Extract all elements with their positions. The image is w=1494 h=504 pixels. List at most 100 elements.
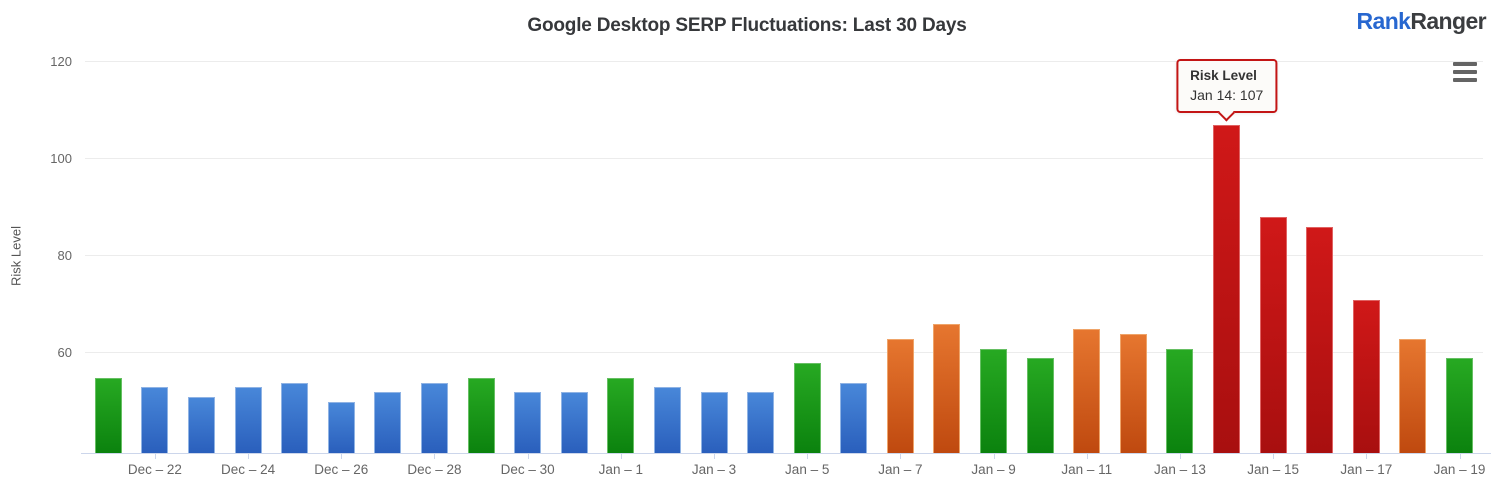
hamburger-bar xyxy=(1453,70,1477,74)
bar-slot: Jan – 9 xyxy=(970,58,1017,477)
x-axis-tick-label: Jan – 5 xyxy=(785,462,830,477)
y-axis-tick-label: 120 xyxy=(50,53,72,69)
gridline xyxy=(85,158,1483,160)
bar-dec-24[interactable] xyxy=(234,387,262,453)
x-axis-tick xyxy=(527,453,529,459)
hamburger-bar xyxy=(1453,78,1477,82)
tooltip: Risk Level Jan 14: 107 xyxy=(1176,59,1278,122)
bar-jan-14[interactable] xyxy=(1213,125,1241,453)
bar-slot: Jan – 13 xyxy=(1154,58,1206,477)
bar-jan-4[interactable] xyxy=(747,392,775,453)
bar-dec-31[interactable] xyxy=(560,392,588,453)
y-axis-tick-label: 100 xyxy=(50,151,72,167)
x-axis-tick xyxy=(1179,453,1181,459)
x-axis-tick-label: Dec – 22 xyxy=(127,462,182,477)
bar-jan-3[interactable] xyxy=(700,392,728,453)
bar-jan-17[interactable] xyxy=(1352,299,1380,453)
bar-slot xyxy=(1203,58,1250,453)
x-axis-tick xyxy=(1366,453,1368,459)
bar-dec-25[interactable] xyxy=(281,382,309,453)
hamburger-menu-icon[interactable] xyxy=(1453,62,1477,82)
x-axis-tick xyxy=(993,453,995,459)
x-axis-tick-label: Jan – 17 xyxy=(1340,462,1393,477)
x-axis-tick-label: Jan – 19 xyxy=(1433,462,1486,477)
bar-slot xyxy=(644,58,691,453)
bar-slot xyxy=(831,58,878,453)
bar-dec-23[interactable] xyxy=(187,397,215,453)
x-axis-tick xyxy=(900,453,902,459)
x-axis-tick xyxy=(1273,453,1275,459)
x-axis-tick-label: Dec – 28 xyxy=(407,462,462,477)
bar-jan-13[interactable] xyxy=(1166,348,1194,453)
x-axis-tick-label: Jan – 3 xyxy=(691,462,737,477)
gridline xyxy=(85,255,1483,257)
bar-slot: Jan – 17 xyxy=(1340,58,1392,477)
bar-jan-9[interactable] xyxy=(980,348,1008,453)
bar-slot: Dec – 28 xyxy=(407,58,461,477)
y-axis-title: Risk Level xyxy=(8,226,24,286)
hamburger-bar xyxy=(1453,62,1477,66)
bar-dec-28[interactable] xyxy=(420,382,448,453)
bar-slot xyxy=(365,58,412,453)
logo-text-rank: Rank xyxy=(1356,8,1411,34)
bar-slot xyxy=(85,58,132,453)
tooltip-value: Jan 14: 107 xyxy=(1190,87,1264,104)
x-axis-tick-label: Dec – 30 xyxy=(500,462,555,477)
tooltip-title: Risk Level xyxy=(1190,68,1257,84)
bar-dec-27[interactable] xyxy=(374,392,402,453)
bar-jan-16[interactable] xyxy=(1306,227,1334,453)
x-axis-tick-label: Jan – 7 xyxy=(878,462,923,477)
bar-jan-18[interactable] xyxy=(1399,338,1427,453)
bar-jan-19[interactable] xyxy=(1446,358,1474,453)
bar-dec-30[interactable] xyxy=(514,392,542,453)
bar-slot: Dec – 30 xyxy=(501,58,555,477)
x-axis-tick xyxy=(714,453,716,459)
gridline xyxy=(85,60,1483,62)
bar-dec-29[interactable] xyxy=(467,377,495,453)
bar-slot xyxy=(551,58,598,453)
bar-jan-11[interactable] xyxy=(1073,329,1101,453)
x-axis-tick xyxy=(1459,453,1461,459)
bar-jan-5[interactable] xyxy=(793,363,821,453)
bar-dec-26[interactable] xyxy=(327,402,355,453)
bar-slot: Jan – 7 xyxy=(877,58,924,477)
bar-jan-6[interactable] xyxy=(840,382,868,453)
bar-slot xyxy=(924,58,971,453)
bar-dec-21[interactable] xyxy=(94,377,122,453)
rankranger-logo[interactable]: RankRanger xyxy=(1357,8,1487,35)
bar-jan-1[interactable] xyxy=(607,377,635,453)
chart-title: Google Desktop SERP Fluctuations: Last 3… xyxy=(527,15,967,36)
bar-jan-10[interactable] xyxy=(1026,358,1054,453)
bar-slot: Dec – 24 xyxy=(221,58,275,477)
bar-jan-15[interactable] xyxy=(1259,217,1287,453)
bar-slot: Jan – 5 xyxy=(784,58,831,477)
bar-dec-22[interactable] xyxy=(141,387,169,453)
bar-slot: Dec – 26 xyxy=(314,58,368,477)
bar-jan-12[interactable] xyxy=(1119,333,1147,453)
bar-jan-2[interactable] xyxy=(653,387,681,453)
bar-jan-7[interactable] xyxy=(886,338,914,453)
x-axis-tick xyxy=(807,453,809,459)
x-axis-tick-label: Dec – 24 xyxy=(221,462,276,477)
x-axis-tick xyxy=(620,453,622,459)
x-axis-tick xyxy=(1086,453,1088,459)
bar-slot xyxy=(1110,58,1157,453)
bar-jan-8[interactable] xyxy=(933,324,961,453)
x-axis-tick-label: Jan – 15 xyxy=(1247,462,1300,477)
bar-slot xyxy=(1296,58,1343,453)
bar-slot xyxy=(458,58,505,453)
x-axis-tick-label: Jan – 11 xyxy=(1061,462,1113,477)
bar-slot: Jan – 1 xyxy=(598,58,645,477)
x-axis-tick xyxy=(154,453,156,459)
bar-slot xyxy=(1017,58,1064,453)
y-axis-tick-label: 60 xyxy=(57,345,72,361)
x-axis-tick xyxy=(434,453,436,459)
x-axis-tick-label: Jan – 13 xyxy=(1154,462,1206,477)
bars-container: Dec – 22 Dec – 24 Dec – 26 Dec – 28 Dec – 30… xyxy=(85,58,1485,477)
x-axis-line xyxy=(81,453,1491,454)
x-axis-tick xyxy=(341,453,343,459)
x-axis-tick-label: Jan – 9 xyxy=(971,462,1016,477)
x-axis-tick-label: Jan – 1 xyxy=(598,462,643,477)
bar-slot: Jan – 3 xyxy=(691,58,738,477)
